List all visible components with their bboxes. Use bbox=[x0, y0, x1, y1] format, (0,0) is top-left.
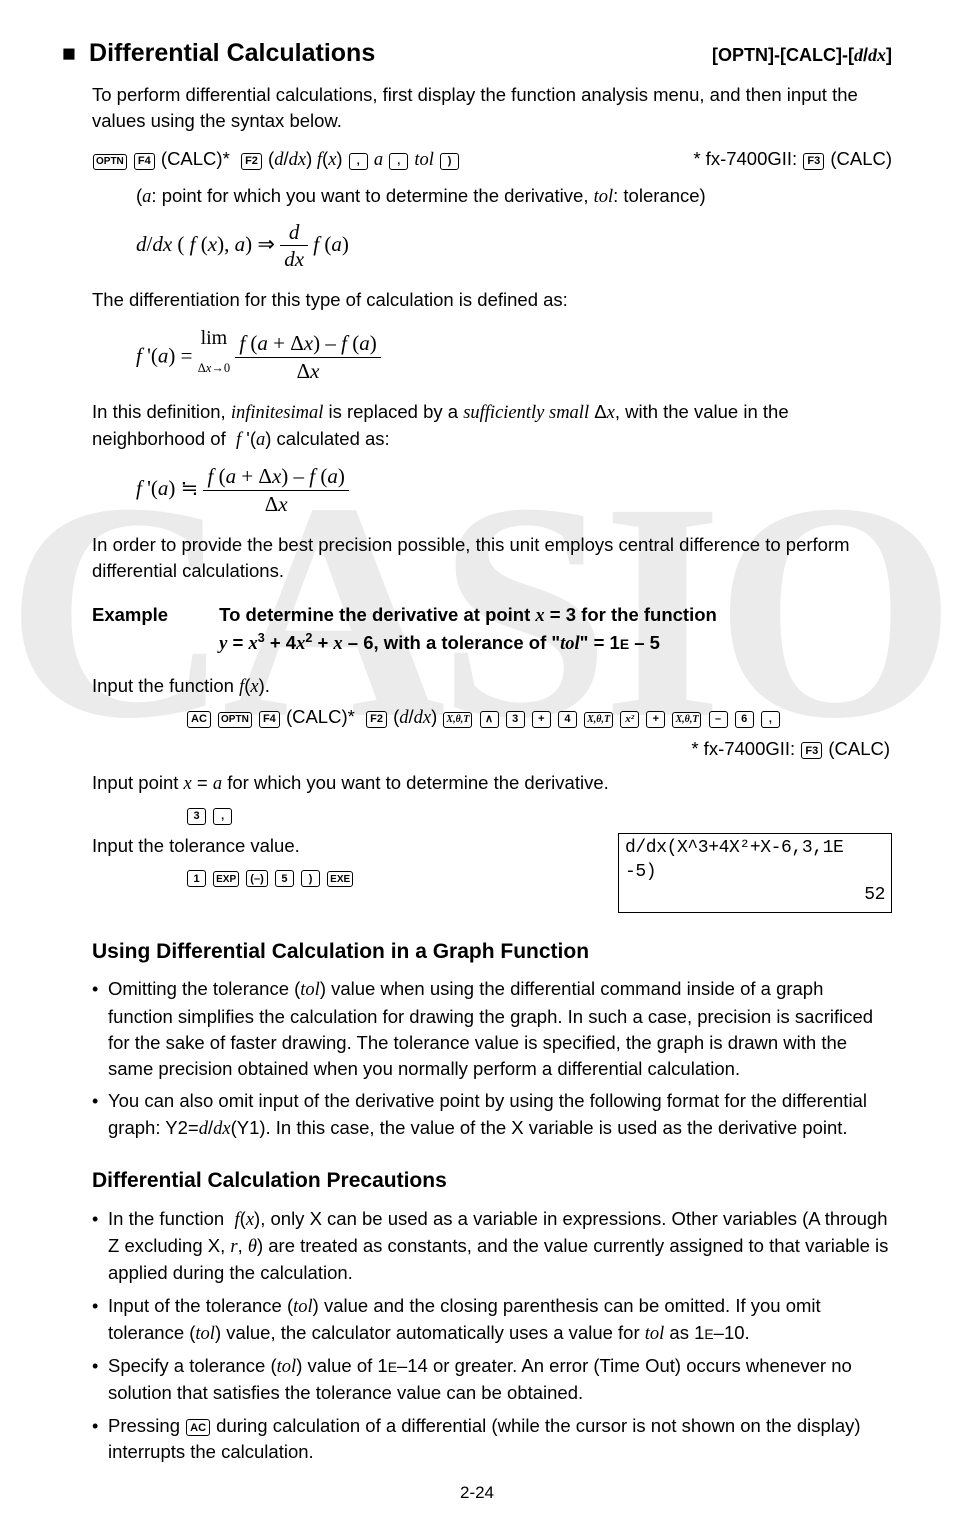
formula-ddx: d/dx ( f (x), a) ⇒ d dx f (a) bbox=[136, 219, 892, 274]
bullet-b4: • Pressing AC during calculation of a di… bbox=[92, 1413, 892, 1466]
f2-key-2: F2 bbox=[366, 711, 387, 728]
bullet-b2: • Input of the tolerance (tol) value and… bbox=[92, 1293, 892, 1348]
num3-key-2: 3 bbox=[187, 808, 206, 825]
xthetat-key-3: X,θ,T bbox=[672, 712, 701, 728]
bullet-a2-text: You can also omit input of the derivativ… bbox=[108, 1088, 892, 1142]
param-a: a bbox=[374, 150, 383, 170]
f3-key: F3 bbox=[803, 153, 824, 170]
param-note: (a: point for which you want to determin… bbox=[136, 183, 892, 210]
caret-key: ∧ bbox=[480, 711, 499, 728]
bullet-b3: • Specify a tolerance (tol) value of 1E–… bbox=[92, 1353, 892, 1407]
num6-key: 6 bbox=[735, 711, 754, 728]
lcd-result: 52 bbox=[625, 884, 885, 907]
minus-key: – bbox=[709, 711, 728, 728]
comma-key-4: , bbox=[213, 808, 232, 825]
num1-key: 1 bbox=[187, 870, 206, 887]
def-para: In this definition, infinitesimal is rep… bbox=[92, 399, 892, 454]
plus-key-2: + bbox=[646, 711, 665, 728]
bullet-dot: • bbox=[92, 1413, 108, 1466]
optn-key-2: OPTN bbox=[218, 712, 252, 728]
square-bullet: ■ bbox=[62, 40, 76, 66]
menu-path: [OPTN]-[CALC]-[d/dx] bbox=[712, 43, 892, 69]
input-tol-label: Input the tolerance value. bbox=[92, 833, 618, 859]
plus-key-1: + bbox=[532, 711, 551, 728]
bullet-b1-text: In the function f(x), only X can be used… bbox=[108, 1206, 892, 1287]
section-title: Differential Calculations bbox=[89, 39, 375, 67]
keyseq-3: 1 EXP (–) 5 ) EXE bbox=[186, 864, 618, 890]
ac-key-2: AC bbox=[186, 1419, 210, 1436]
comma-key-2: , bbox=[389, 153, 408, 170]
comma-key-1: , bbox=[349, 153, 368, 170]
footnote-text-2: * fx-7400GII: bbox=[691, 738, 795, 759]
lcd-line-2: -5) bbox=[625, 861, 885, 884]
syntax-keys: OPTN F4 (CALC)* F2 (d/dx) f(x) , a , tol… bbox=[92, 146, 460, 173]
input-point-label: Input point x = a for which you want to … bbox=[92, 770, 892, 797]
num3-key: 3 bbox=[506, 711, 525, 728]
bullet-dot: • bbox=[92, 976, 108, 1082]
syntax-row: OPTN F4 (CALC)* F2 (d/dx) f(x) , a , tol… bbox=[92, 146, 892, 173]
optn-key: OPTN bbox=[93, 154, 127, 170]
input-func-label: Input the function f(x). bbox=[92, 673, 892, 700]
ac-key: AC bbox=[187, 711, 211, 728]
intro-text: To perform differential calculations, fi… bbox=[92, 82, 892, 135]
bullet-dot: • bbox=[92, 1353, 108, 1407]
page-number: 2-24 bbox=[62, 1481, 892, 1505]
bullet-a1: • Omitting the tolerance (tol) value whe… bbox=[92, 976, 892, 1082]
comma-key-3: , bbox=[761, 711, 780, 728]
bullet-b4-text: Pressing AC during calculation of a diff… bbox=[108, 1413, 892, 1466]
f2-key: F2 bbox=[241, 153, 262, 170]
central-diff-note: In order to provide the best precision p… bbox=[92, 532, 892, 585]
ddx-label-2: (d/dx) bbox=[393, 706, 437, 727]
bullet-dot: • bbox=[92, 1293, 108, 1348]
calc-label-2: (CALC) bbox=[830, 148, 892, 169]
xthetat-key-1: X,θ,T bbox=[443, 712, 472, 728]
calc-label-4: (CALC) bbox=[828, 738, 890, 759]
f4-key: F4 bbox=[134, 153, 155, 170]
section-heading-row: ■ Differential Calculations [OPTN]-[CALC… bbox=[62, 36, 892, 72]
subheading-graph: Using Differential Calculation in a Grap… bbox=[92, 937, 892, 967]
subheading-precautions: Differential Calculation Precautions bbox=[92, 1166, 892, 1196]
heading-left: ■ Differential Calculations bbox=[62, 36, 375, 72]
exe-key: EXE bbox=[327, 871, 353, 887]
syntax-footnote: * fx-7400GII: F3 (CALC) bbox=[693, 146, 892, 172]
calc-label: (CALC)* bbox=[161, 148, 230, 169]
bullet-a2: • You can also omit input of the derivat… bbox=[92, 1088, 892, 1142]
example-block: Example To determine the derivative at p… bbox=[92, 602, 892, 657]
param-tol: tol bbox=[414, 150, 434, 170]
bullet-a1-text: Omitting the tolerance (tol) value when … bbox=[108, 976, 892, 1082]
neg-key: (–) bbox=[246, 870, 267, 887]
num5-key: 5 bbox=[275, 870, 294, 887]
bullet-b2-text: Input of the tolerance (tol) value and t… bbox=[108, 1293, 892, 1348]
tol-left: Input the tolerance value. 1 EXP (–) 5 )… bbox=[92, 833, 618, 890]
num4-key: 4 bbox=[558, 711, 577, 728]
close-key-2: ) bbox=[301, 870, 320, 887]
f4-key-2: F4 bbox=[259, 711, 280, 728]
close-paren-key: ) bbox=[440, 153, 459, 170]
example-text: To determine the derivative at point x =… bbox=[219, 602, 891, 657]
bullet-dot: • bbox=[92, 1206, 108, 1287]
diff-def-intro: The differentiation for this type of cal… bbox=[92, 287, 892, 313]
ddx-fx-label: (d/dx) f(x) bbox=[268, 148, 343, 169]
bullet-dot: • bbox=[92, 1088, 108, 1142]
bullet-b3-text: Specify a tolerance (tol) value of 1E–14… bbox=[108, 1353, 892, 1407]
example-label: Example bbox=[92, 602, 214, 628]
keyseq-1: AC OPTN F4 (CALC)* F2 (d/dx) X,θ,T ∧ 3 +… bbox=[186, 704, 892, 731]
bullet-b1: • In the function f(x), only X can be us… bbox=[92, 1206, 892, 1287]
f3-key-2: F3 bbox=[801, 742, 822, 759]
calc-label-3: (CALC)* bbox=[286, 706, 355, 727]
formula-limit: f '(a) = lim Δx→0 f (a + Δx) – f (a) Δx bbox=[136, 324, 892, 385]
exp-key: EXP bbox=[213, 871, 239, 887]
tol-row: Input the tolerance value. 1 EXP (–) 5 )… bbox=[92, 833, 892, 912]
formula-approx: f '(a) ≒ f (a + Δx) – f (a) Δx bbox=[136, 463, 892, 518]
xthetat-key-2: X,θ,T bbox=[584, 712, 613, 728]
footnote-2: * fx-7400GII: F3 (CALC) bbox=[62, 736, 892, 762]
footnote-text: * fx-7400GII: bbox=[693, 148, 797, 169]
lcd-line-1: d/dx(X^3+4X²+X-6,3,1E bbox=[625, 837, 885, 860]
keyseq-2: 3 , bbox=[186, 801, 892, 827]
xsq-key: x² bbox=[620, 711, 639, 728]
lcd-display: d/dx(X^3+4X²+X-6,3,1E -5) 52 bbox=[618, 833, 892, 912]
